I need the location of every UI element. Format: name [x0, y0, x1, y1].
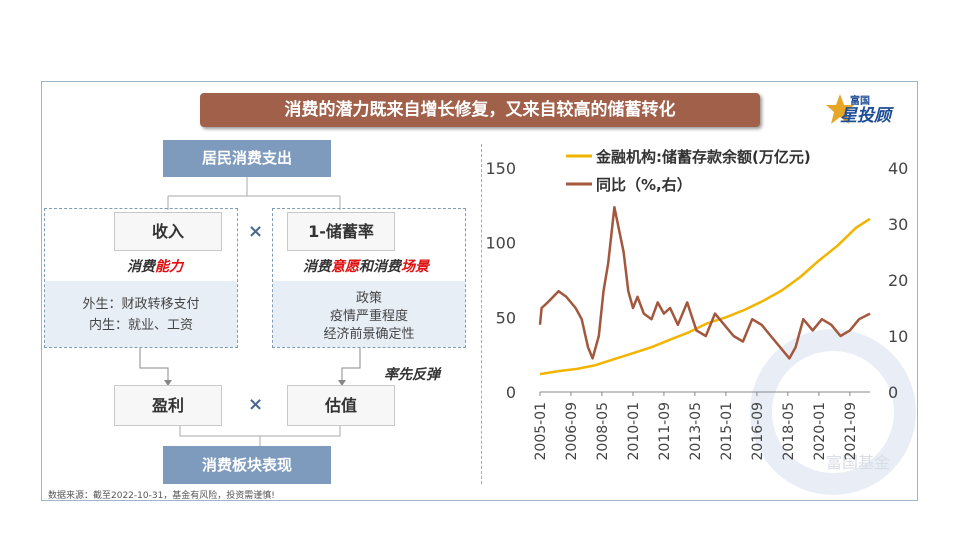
x-tick-label: 2018-05 [781, 402, 797, 461]
income-tag: 消费能力 [100, 256, 210, 276]
sector-performance-box: 消费板块表现 [163, 446, 331, 484]
rebound-note: 率先反弹 [384, 367, 440, 383]
y-left-tick-label: 0 [506, 383, 516, 402]
times-sign-2: × [248, 394, 264, 415]
y-right-tick-label: 0 [888, 383, 898, 402]
x-tick-label: 2013-05 [688, 402, 704, 461]
legend-label-1: 金融机构:储蓄存款余额(万亿元) [595, 148, 811, 166]
savings-detail-panel [273, 281, 465, 347]
x-tick-label: 2015-01 [719, 402, 735, 461]
income-detail-1: 外生：财政转移支付 [82, 297, 200, 312]
x-tick-label: 2011-09 [657, 402, 673, 461]
savings-tag-b: 意愿 [331, 259, 359, 275]
savings-rate-box: 1-储蓄率 [287, 212, 395, 251]
consumption-box: 居民消费支出 [163, 140, 331, 177]
savings-tag-d: 场景 [401, 259, 429, 275]
y-right-tick-label: 30 [888, 215, 908, 234]
y-left-tick-label: 50 [496, 308, 516, 327]
savings-group [272, 208, 466, 348]
star-icon [826, 94, 854, 124]
income-group [44, 208, 238, 348]
savings-tag: 消费意愿和消费场景 [276, 256, 456, 276]
x-tick-label: 2021-09 [843, 402, 859, 461]
savings-detail-2: 疫情严重程度 [329, 309, 408, 324]
income-detail-2: 内生：就业、工资 [88, 318, 193, 333]
x-tick-label: 2005-01 [533, 402, 549, 461]
legend-label-2: 同比（%,右） [596, 176, 692, 194]
logo-line1: 富国 [850, 96, 870, 107]
x-tick-label: 2010-01 [626, 402, 642, 461]
income-box: 收入 [114, 212, 222, 251]
y-right-tick-label: 10 [888, 327, 908, 346]
logo-line2: 星投顾 [840, 106, 891, 126]
source-note: 数据来源：截至2022-10-31，基金有风险，投资需谨慎! [48, 491, 275, 501]
times-sign-1: × [248, 221, 264, 242]
x-tick-label: 2016-09 [750, 402, 766, 461]
profit-box: 盈利 [114, 385, 222, 426]
diagram-connectors [139, 177, 361, 446]
divider [481, 144, 482, 484]
savings-detail-1: 政策 [355, 291, 382, 306]
y-left-tick-label: 150 [485, 159, 516, 178]
x-tick-label: 2020-01 [812, 402, 828, 461]
y-left-tick-label: 100 [485, 234, 516, 253]
income-detail-panel [45, 281, 237, 347]
watermark-text: 富国基金 [826, 453, 890, 472]
page-title: 消费的潜力既来自增长修复，又来自较高的储蓄转化 [200, 93, 760, 127]
x-tick-label: 2008-05 [595, 402, 611, 461]
figure-frame [41, 81, 918, 501]
income-tag-a: 消费 [127, 259, 155, 275]
yoy-growth-line [538, 205, 871, 360]
watermark: 富国基金 [750, 329, 916, 495]
savings-detail-3: 经济前景确定性 [323, 327, 415, 342]
y-right-tick-label: 40 [888, 159, 908, 178]
valuation-box: 估值 [287, 385, 395, 426]
x-tick-label: 2006-09 [564, 402, 580, 461]
brand-logo: 富国 星投顾 [826, 92, 910, 128]
savings-tag-a: 消费 [303, 259, 331, 275]
savings-balance-line [539, 217, 871, 376]
savings-tag-c: 和消费 [359, 259, 401, 275]
y-right-tick-label: 20 [888, 271, 908, 290]
income-tag-b: 能力 [155, 259, 183, 275]
